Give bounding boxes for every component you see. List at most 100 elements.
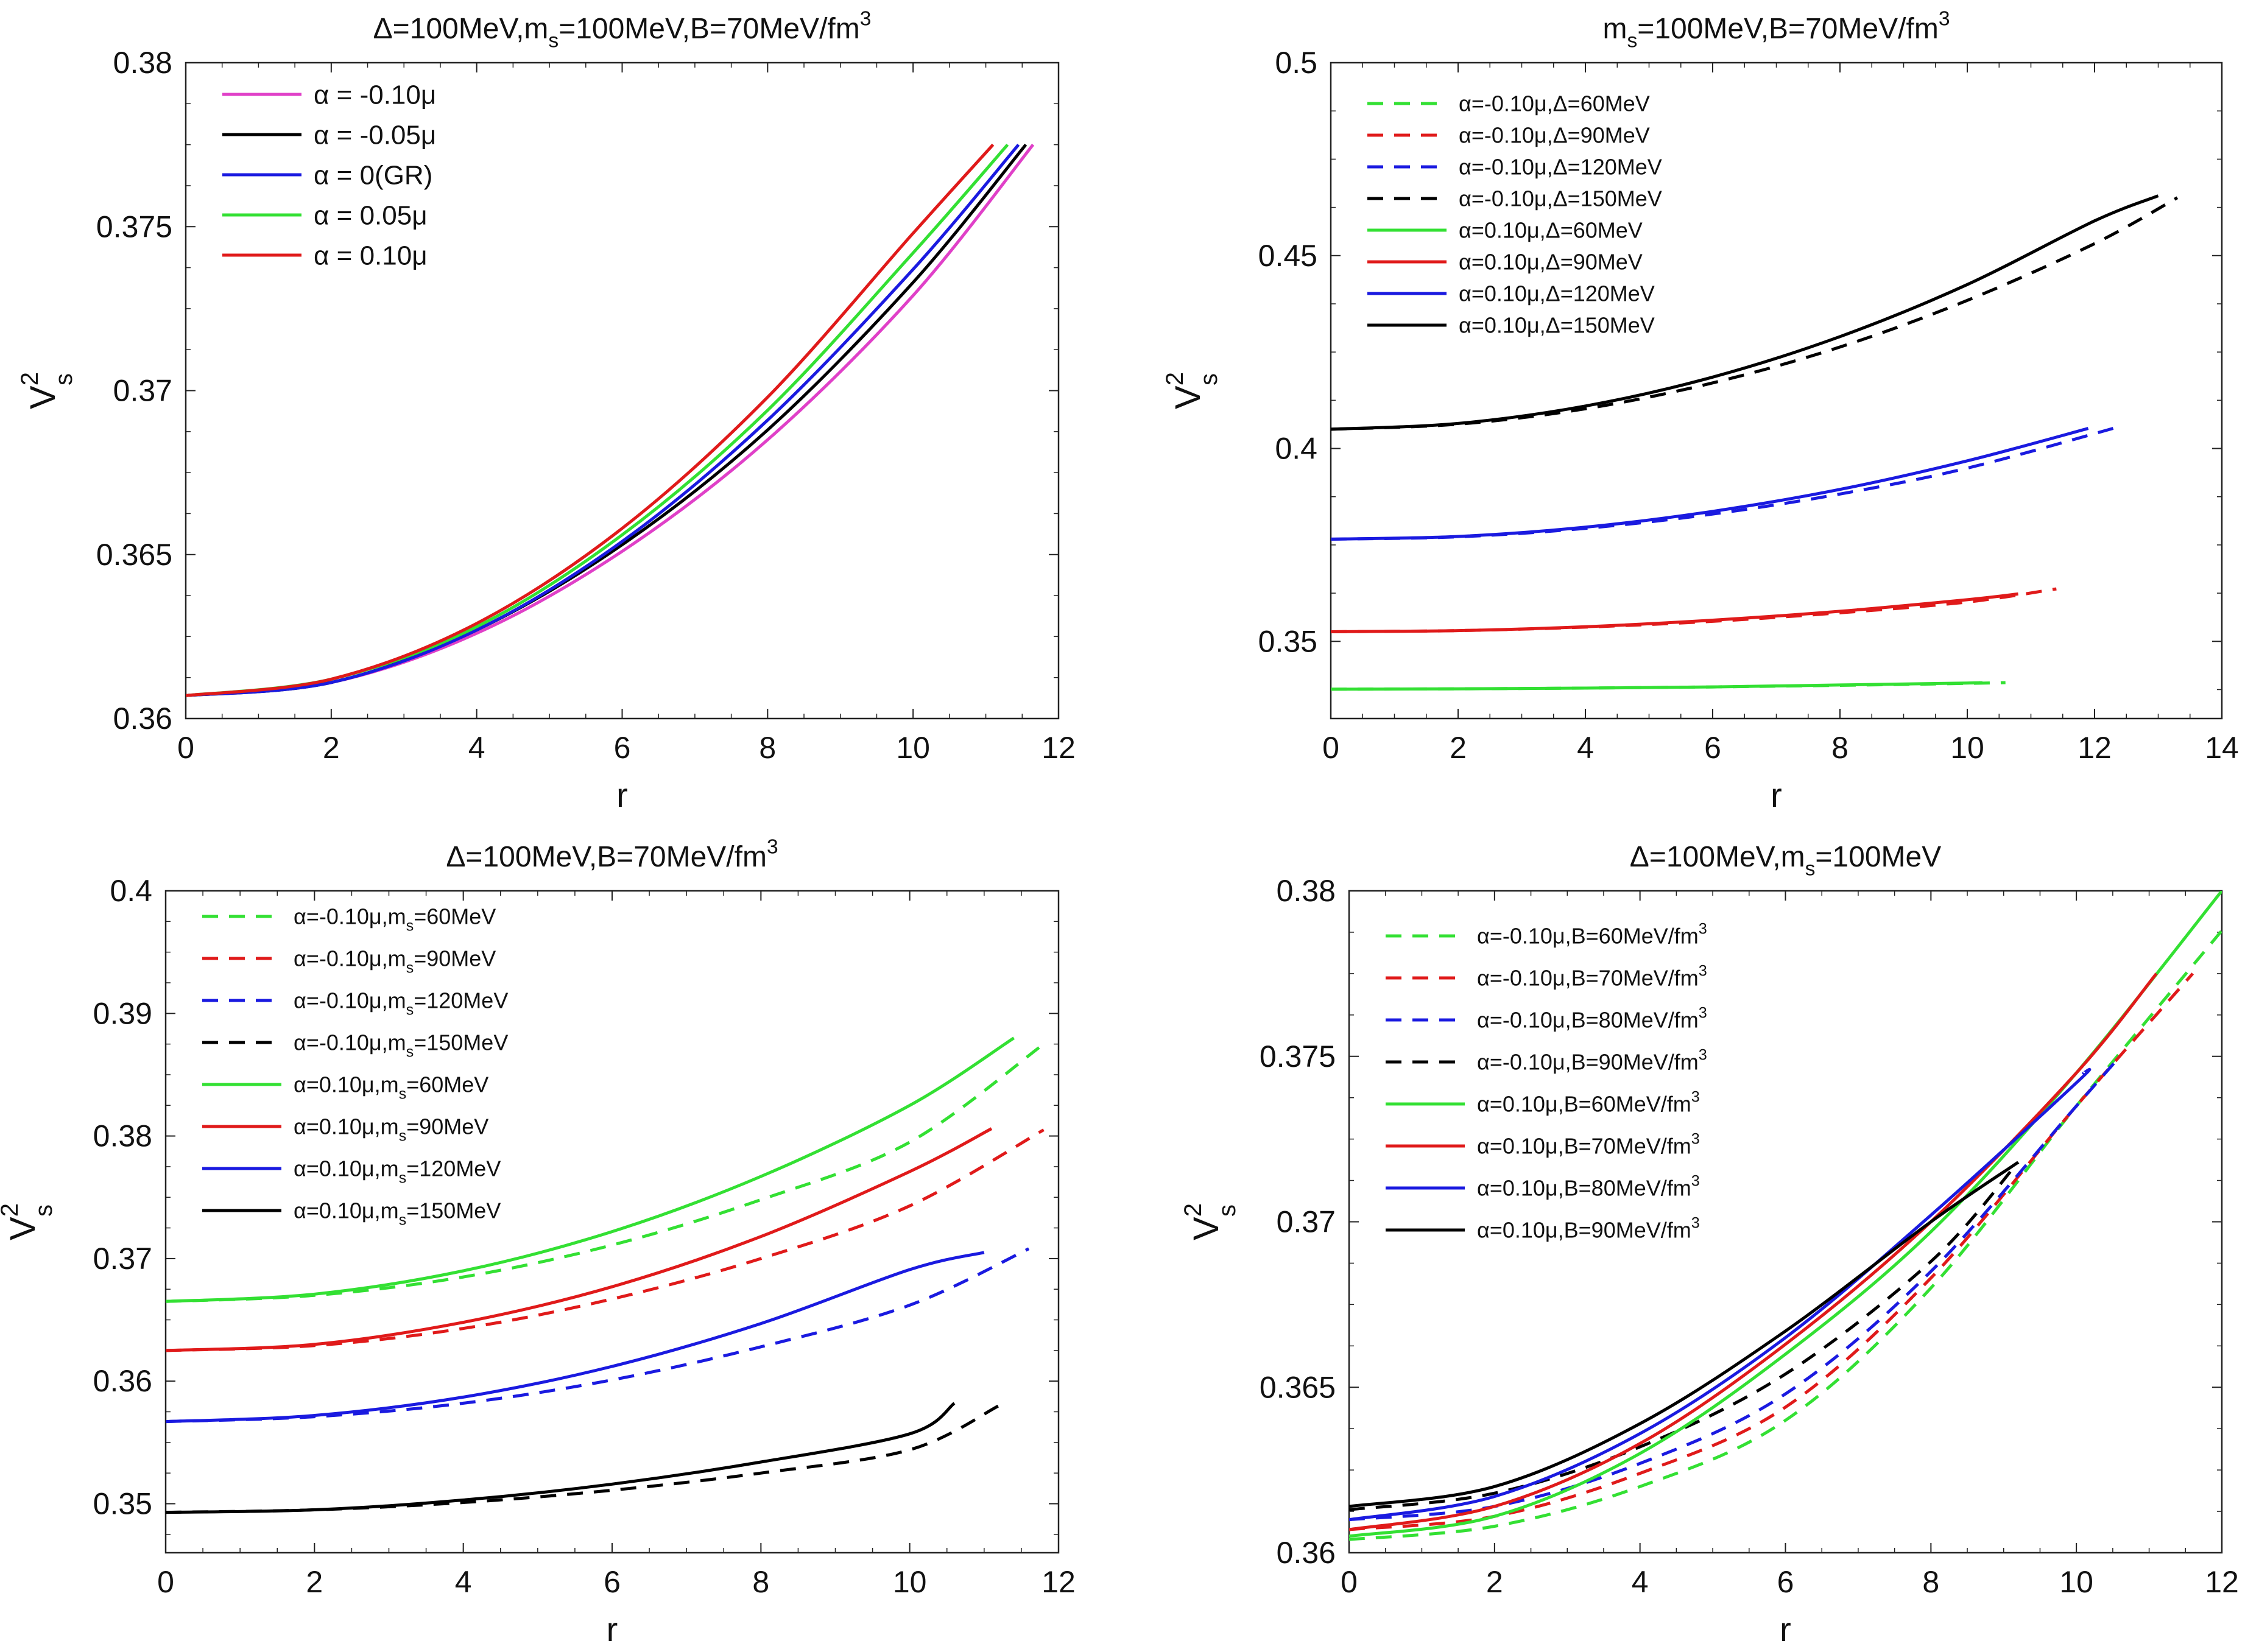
chart-title-part: s: [1627, 29, 1637, 52]
legend-label: α=0.10μ,ms=150MeV: [294, 1198, 501, 1229]
x-tick-label: 8: [1831, 731, 1849, 765]
legend-label-part: α = -0.10μ: [314, 80, 436, 110]
y-tick-label: 0.5: [1275, 46, 1317, 80]
legend-label: α=-0.10μ,Δ=150MeV: [1459, 186, 1662, 211]
series-line: [186, 143, 1020, 697]
y-tick-label: 0.36: [113, 701, 172, 736]
y-tick-label: 0.4: [110, 874, 152, 908]
legend-label-part: α=-0.10μ,m: [294, 946, 406, 971]
chart-title: ms=100MeV,B=70MeV/fm3: [1603, 7, 1950, 52]
y-tick-label: 0.365: [96, 538, 172, 572]
chart-title-part: s: [1805, 857, 1816, 880]
series-line: [1331, 427, 2089, 541]
legend-label: α=0.10μ,ms=120MeV: [294, 1156, 501, 1187]
x-axis-label: r: [1780, 1610, 1791, 1648]
series-line: [186, 144, 1027, 697]
chart-title-part: s: [548, 29, 559, 52]
x-tick-label: 4: [455, 1565, 472, 1599]
series-line: [166, 1036, 1015, 1303]
series-line: [1331, 681, 1984, 691]
legend-label-part: =60MeV: [406, 1072, 488, 1097]
legend-label-part: 3: [1691, 1172, 1700, 1189]
y-tick-label: 0.45: [1258, 239, 1317, 273]
legend-label-part: s: [399, 1127, 407, 1144]
legend-label-part: α=0.10μ,B=90MeV/fm: [1477, 1218, 1691, 1243]
legend-label: α=-0.10μ,ms=90MeV: [294, 946, 496, 977]
legend-label: α=0.10μ,Δ=150MeV: [1459, 313, 1655, 338]
x-tick-label: 10: [896, 731, 930, 765]
chart-title-part: 3: [860, 7, 872, 30]
series-line: [186, 144, 1035, 697]
y-tick-label: 0.37: [93, 1242, 152, 1276]
x-tick-label: 4: [1577, 731, 1594, 765]
legend-label: α=0.10μ,ms=60MeV: [294, 1072, 488, 1103]
chart-title-part: =100MeV,B=70MeV/fm: [559, 13, 860, 45]
legend-label-part: α=-0.10μ,B=90MeV/fm: [1477, 1050, 1699, 1075]
legend-label: α=-0.10μ,B=80MeV/fm3: [1477, 1004, 1707, 1032]
chart-title-part: 3: [767, 835, 778, 858]
y-axis-label-main: V: [1186, 1217, 1226, 1240]
legend-label: α=-0.10μ,Δ=90MeV: [1459, 123, 1650, 148]
series-line: [1349, 1055, 2121, 1522]
y-axis-label-sub: s: [1214, 1204, 1241, 1217]
legend-label-part: s: [406, 959, 414, 976]
chart-title-part: Δ=100MeV,B=70MeV/fm: [446, 841, 767, 873]
legend-label-part: 3: [1699, 920, 1707, 937]
legend-label-part: α=0.10μ,B=60MeV/fm: [1477, 1092, 1691, 1117]
legend-label: α=0.10μ,Δ=90MeV: [1459, 250, 1643, 275]
y-tick-label: 0.36: [93, 1364, 152, 1398]
x-tick-label: 2: [323, 731, 340, 765]
legend-label-part: s: [399, 1169, 407, 1186]
legend-label-part: α=-0.10μ,m: [294, 1030, 406, 1055]
legend-label: α=0.10μ,B=80MeV/fm3: [1477, 1172, 1700, 1200]
legend-label-part: α=-0.10μ,Δ=90MeV: [1459, 123, 1650, 148]
legend-label-part: α=0.10μ,m: [294, 1156, 399, 1181]
y-axis-label-sup: 2: [0, 1203, 23, 1217]
y-tick-label: 0.36: [1277, 1536, 1336, 1570]
legend-label-part: α=0.10μ,m: [294, 1198, 399, 1223]
series-line: [1349, 1161, 2020, 1511]
legend-label-part: α = 0.05μ: [314, 200, 428, 230]
legend-label: α=-0.10μ,Δ=60MeV: [1459, 91, 1650, 116]
legend-label: α = 0.05μ: [314, 200, 428, 230]
x-tick-label: 12: [1041, 1565, 1076, 1599]
x-tick-label: 12: [2205, 1565, 2239, 1599]
series-line: [1349, 1161, 2020, 1508]
x-tick-label: 10: [893, 1565, 927, 1599]
x-tick-label: 6: [1704, 731, 1721, 765]
y-axis-label-sup: 2: [16, 372, 43, 385]
legend-label: α=0.10μ,B=60MeV/fm3: [1477, 1088, 1700, 1116]
legend-label-part: =120MeV: [406, 1156, 501, 1181]
legend-label-part: s: [399, 1211, 407, 1228]
y-tick-label: 0.375: [96, 209, 172, 244]
legend-label-part: 3: [1691, 1130, 1700, 1147]
legend-label-part: α=-0.10μ,B=70MeV/fm: [1477, 966, 1699, 991]
legend-label-part: s: [406, 1043, 414, 1060]
legend-label-part: α=0.10μ,Δ=150MeV: [1459, 313, 1655, 338]
legend-label-part: α = 0(GR): [314, 160, 432, 190]
legend-label-part: α = -0.05μ: [314, 120, 436, 150]
legend-label: α=0.10μ,Δ=120MeV: [1459, 281, 1655, 306]
legend-label: α = 0(GR): [314, 160, 432, 190]
legend-label: α = -0.10μ: [314, 80, 436, 110]
chart-title: Δ=100MeV,B=70MeV/fm3: [446, 835, 778, 873]
chart-title-part: m: [1603, 13, 1627, 45]
legend-label-part: =150MeV: [406, 1198, 501, 1223]
x-tick-label: 2: [1486, 1565, 1503, 1599]
legend-label-part: α=0.10μ,B=80MeV/fm: [1477, 1176, 1691, 1201]
x-tick-label: 8: [752, 1565, 769, 1599]
x-tick-label: 0: [157, 1565, 174, 1599]
legend-label-part: =90MeV: [406, 1114, 488, 1139]
chart-title-part: =100MeV: [1815, 841, 1941, 873]
legend-label: α = 0.10μ: [314, 241, 428, 270]
chart-title: Δ=100MeV,ms=100MeV: [1630, 841, 1941, 880]
x-tick-label: 10: [2059, 1565, 2093, 1599]
legend-label-part: 3: [1699, 1046, 1707, 1063]
y-tick-label: 0.37: [1277, 1205, 1336, 1239]
legend-label-part: 3: [1691, 1214, 1700, 1231]
legend-label-part: α=0.10μ,Δ=90MeV: [1459, 250, 1643, 275]
